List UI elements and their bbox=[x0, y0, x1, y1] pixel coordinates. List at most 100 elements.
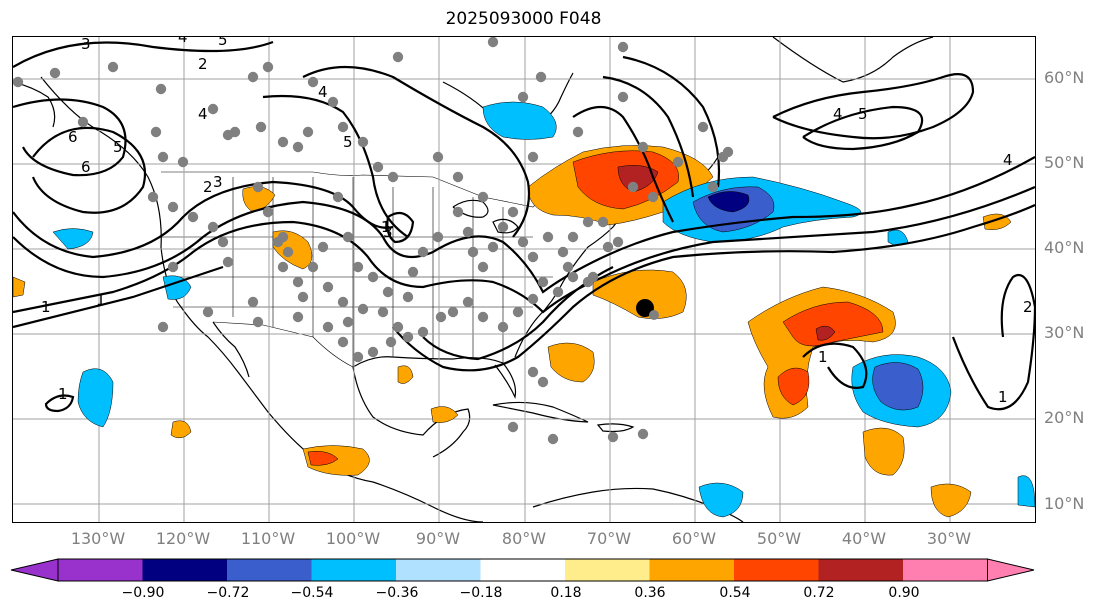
lon-label-130w: 130°W bbox=[70, 529, 126, 548]
colorbar-tick: −0.72 bbox=[206, 585, 250, 601]
station-dot bbox=[177, 156, 189, 168]
station-dot bbox=[157, 151, 169, 163]
station-dot bbox=[649, 310, 659, 320]
greenland-coastline bbox=[772, 37, 934, 83]
negative-anomaly-region bbox=[482, 101, 557, 140]
colorbar-tick: 0.54 bbox=[719, 585, 751, 601]
positive-anomaly-region bbox=[397, 365, 414, 384]
station-dot bbox=[542, 231, 554, 243]
colorbar-segment bbox=[58, 559, 143, 581]
station-dot bbox=[432, 151, 444, 163]
station-dot bbox=[407, 266, 419, 278]
contour-label: 3 bbox=[383, 223, 393, 241]
station-dot bbox=[255, 121, 267, 133]
contour-label: 2 bbox=[1023, 298, 1033, 316]
station-dot bbox=[527, 293, 539, 305]
colorbar-frame bbox=[57, 558, 988, 582]
station-dot bbox=[627, 181, 639, 193]
station-dot bbox=[229, 126, 241, 138]
contour-label: 2 bbox=[198, 55, 208, 73]
station-dot bbox=[637, 141, 649, 153]
lon-label-60w: 60°W bbox=[671, 529, 717, 548]
contour-line bbox=[772, 73, 975, 140]
negative-anomaly-region bbox=[52, 228, 94, 250]
station-dot bbox=[317, 241, 329, 253]
station-dot bbox=[507, 206, 519, 218]
station-dot bbox=[402, 331, 414, 343]
hispaniola-coastline bbox=[596, 423, 635, 433]
station-dot bbox=[282, 246, 294, 258]
station-dot bbox=[352, 351, 364, 363]
contour-label: 5 bbox=[218, 37, 228, 49]
us-canada-border bbox=[161, 171, 579, 208]
contour-label: 3 bbox=[81, 37, 91, 53]
contour-label: 4 bbox=[318, 83, 328, 101]
station-dot bbox=[157, 321, 169, 333]
colorbar-segment bbox=[227, 559, 312, 581]
station-dot bbox=[497, 321, 509, 333]
lat-label-30n: 30°N bbox=[1044, 323, 1085, 342]
contour-label: 1 bbox=[818, 348, 828, 366]
station-dot bbox=[477, 191, 489, 203]
baja-california-coastline bbox=[212, 321, 250, 378]
station-dot bbox=[307, 261, 319, 273]
colorbar-segment bbox=[480, 559, 565, 581]
contour-label: 5 bbox=[858, 105, 868, 123]
contour-line bbox=[422, 266, 614, 361]
station-dot bbox=[527, 366, 539, 378]
station-dot bbox=[217, 236, 229, 248]
station-dot bbox=[707, 181, 719, 193]
alaska-coastline bbox=[13, 81, 56, 128]
station-dot bbox=[435, 311, 447, 323]
station-dot bbox=[77, 116, 89, 128]
positive-anomaly-region bbox=[862, 427, 905, 476]
contour-line bbox=[13, 185, 1035, 314]
contour-label: 4 bbox=[198, 105, 208, 123]
lon-label-120w: 120°W bbox=[155, 529, 211, 548]
station-dot bbox=[272, 236, 284, 248]
contour-line bbox=[386, 211, 415, 244]
station-dot bbox=[372, 161, 384, 173]
colorbar-tick: −0.90 bbox=[121, 585, 165, 601]
station-dot bbox=[322, 281, 334, 293]
station-dot bbox=[150, 126, 162, 138]
station-dot bbox=[252, 316, 264, 328]
negative-anomaly-region bbox=[162, 275, 192, 300]
station-dot bbox=[517, 91, 529, 103]
tropical-cyclone-marker bbox=[636, 299, 654, 317]
station-dot bbox=[147, 191, 159, 203]
plot-title: 2025093000 F048 bbox=[445, 9, 602, 29]
contour-line bbox=[802, 105, 924, 151]
colorbar-over-arrow bbox=[987, 558, 1035, 582]
station-dot bbox=[187, 211, 199, 223]
station-dot bbox=[672, 156, 684, 168]
colorbar-tick: 0.36 bbox=[634, 585, 666, 601]
colorbar-segment bbox=[311, 559, 396, 581]
cuba-coastline bbox=[492, 401, 589, 423]
contour-line bbox=[802, 342, 868, 389]
colorbar-segment bbox=[396, 559, 481, 581]
lon-label-90w: 90°W bbox=[415, 529, 461, 548]
contour-lines bbox=[13, 40, 1035, 413]
lon-label-40w: 40°W bbox=[841, 529, 887, 548]
station-dot bbox=[262, 206, 274, 218]
station-dot bbox=[277, 136, 289, 148]
lon-label-30w: 30°W bbox=[926, 529, 972, 548]
station-dot bbox=[392, 51, 404, 63]
station-dot bbox=[342, 231, 354, 243]
station-dot bbox=[387, 171, 399, 183]
station-dot bbox=[572, 126, 584, 138]
positive-anomaly-region bbox=[430, 406, 459, 423]
station-dot bbox=[477, 261, 489, 273]
contour-line bbox=[44, 394, 75, 413]
station-dot bbox=[467, 246, 479, 258]
strong-positive-anomaly-region bbox=[782, 301, 884, 347]
contour-label: 1 bbox=[41, 298, 51, 316]
contour-label: 5 bbox=[343, 133, 353, 151]
contour-label: 4 bbox=[178, 37, 188, 46]
station-dot bbox=[297, 291, 309, 303]
colorbar-tick: −0.54 bbox=[290, 585, 334, 601]
station-dot bbox=[302, 126, 314, 138]
station-dot bbox=[477, 311, 489, 323]
